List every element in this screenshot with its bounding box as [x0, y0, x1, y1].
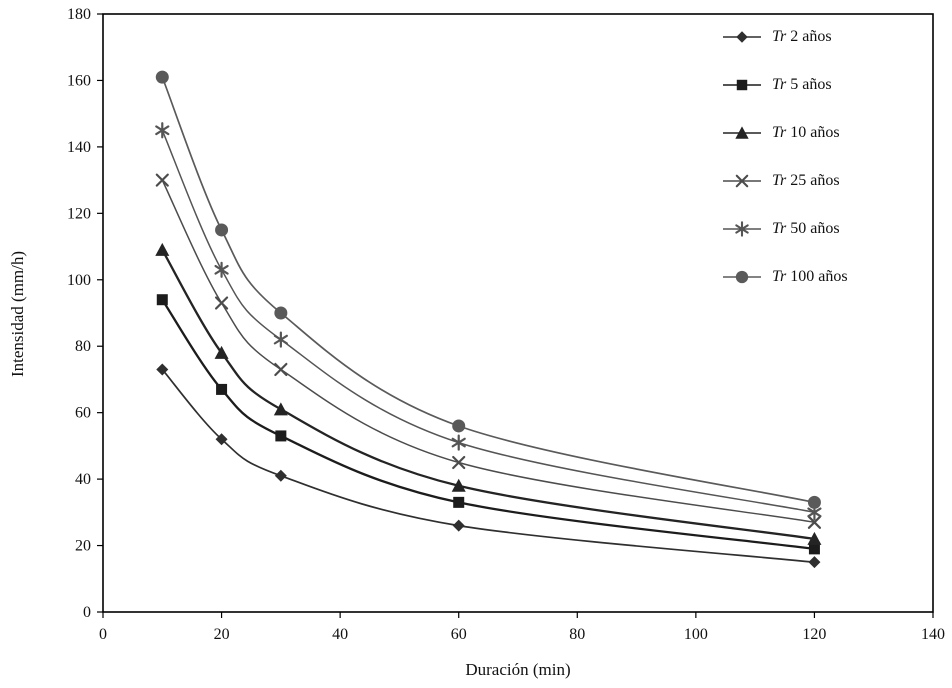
x-tick-label: 100: [684, 626, 708, 643]
triangle-marker-icon: [807, 531, 822, 545]
asterisk-marker-icon: [735, 221, 749, 237]
y-tick-label: 0: [83, 604, 91, 621]
x-tick-label: 140: [921, 626, 945, 643]
x-tick-label: 60: [451, 626, 467, 643]
legend-label: Tr 50 años: [772, 220, 840, 237]
x-marker-icon: [452, 455, 466, 470]
plot-border: [102, 13, 934, 613]
x-marker-icon: [274, 362, 288, 377]
circle-marker-icon: [215, 223, 229, 237]
series-line-4: [161, 129, 815, 514]
asterisk-marker-icon: [273, 331, 288, 348]
triangle-marker-icon: [214, 345, 229, 359]
x-tick-label: 80: [569, 626, 585, 643]
circle-marker-icon: [807, 495, 821, 509]
y-tick-label: 40: [75, 471, 91, 488]
x-marker-icon: [807, 515, 822, 529]
circle-marker-icon: [735, 270, 749, 284]
x-marker-icon: [214, 296, 229, 310]
circle-marker-icon: [274, 306, 288, 320]
series-line-2: [161, 249, 815, 541]
square-marker-icon: [808, 543, 820, 555]
triangle-marker-icon: [273, 402, 288, 416]
y-tick-label: 80: [75, 338, 91, 355]
diamond-marker-icon: [452, 519, 465, 532]
square-marker-icon: [156, 294, 168, 306]
triangle-marker-icon: [735, 126, 749, 139]
legend-item-0: Tr 2 años: [722, 28, 848, 46]
diamond-marker-icon: [156, 363, 169, 376]
legend-key-icon: [723, 270, 761, 284]
square-marker-icon: [216, 383, 228, 395]
square-marker-icon: [275, 430, 287, 442]
legend-label: Tr 100 años: [772, 268, 848, 285]
series-line-0: [161, 368, 815, 564]
series-line-3: [161, 179, 815, 524]
legend-label: Tr 5 años: [772, 76, 832, 93]
y-axis-title: Intensidad (mm/h): [8, 250, 27, 378]
legend-key-icon: [723, 126, 761, 139]
asterisk-marker-icon: [155, 122, 170, 139]
legend-key-icon: [723, 174, 761, 188]
legend-item-2: Tr 10 años: [722, 124, 848, 142]
legend-key-icon: [723, 31, 761, 43]
legend-label: Tr 2 años: [772, 28, 832, 45]
x-tick-label: 40: [332, 626, 348, 643]
y-tick-label: 60: [75, 405, 91, 422]
x-axis-title: Duración (min): [465, 660, 571, 679]
series-line-5: [161, 76, 815, 504]
diamond-marker-icon: [274, 469, 287, 482]
legend-key-icon: [723, 79, 761, 91]
y-tick-label: 180: [67, 6, 91, 23]
diamond-marker-icon: [736, 31, 748, 43]
legend-item-4: Tr 50 años: [722, 220, 848, 238]
x-tick-label: 20: [214, 626, 230, 643]
y-tick-label: 20: [75, 538, 91, 555]
legend-item-3: Tr 25 años: [722, 172, 848, 190]
x-marker-icon: [155, 173, 169, 187]
asterisk-marker-icon: [451, 434, 466, 451]
x-tick-label: 0: [99, 626, 107, 643]
y-tick-label: 120: [67, 205, 91, 222]
y-tick-label: 160: [67, 72, 91, 89]
diamond-marker-icon: [215, 433, 228, 446]
legend-item-1: Tr 5 años: [722, 76, 848, 94]
diamond-marker-icon: [808, 556, 821, 569]
legend-label: Tr 10 años: [772, 124, 840, 141]
circle-marker-icon: [452, 419, 466, 433]
legend-key-icon: [723, 221, 761, 237]
series-line-1: [161, 299, 815, 551]
asterisk-marker-icon: [214, 261, 229, 278]
triangle-marker-icon: [451, 478, 466, 492]
y-tick-label: 100: [67, 272, 91, 289]
legend-label: Tr 25 años: [772, 172, 840, 189]
square-marker-icon: [736, 79, 748, 91]
y-tick-label: 140: [67, 139, 91, 156]
legend: Tr 2 años Tr 5 años Tr 10 años Tr 25 años Tr…: [722, 28, 848, 286]
legend-item-5: Tr 100 años: [722, 268, 848, 286]
circle-marker-icon: [155, 70, 169, 84]
square-marker-icon: [453, 496, 465, 508]
triangle-marker-icon: [155, 242, 170, 256]
x-marker-icon: [735, 174, 749, 188]
x-tick-label: 120: [802, 626, 826, 643]
